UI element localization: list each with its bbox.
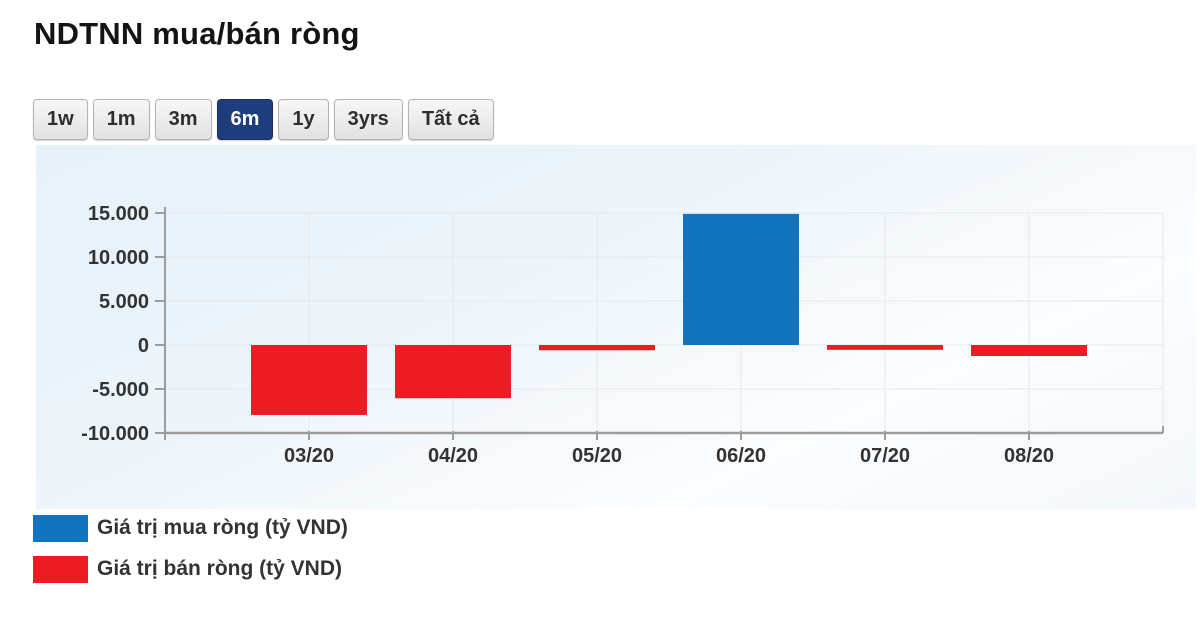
x-axis-label: 05/20 xyxy=(572,445,622,467)
legend-label: Giá trị bán ròng (tỷ VND) xyxy=(97,557,343,580)
x-axis-label: 04/20 xyxy=(428,445,478,467)
y-axis-label: 10.000 xyxy=(88,247,149,269)
x-axis-label: 03/20 xyxy=(284,445,334,467)
range-button-3m[interactable]: 3m xyxy=(154,99,212,140)
range-button-1w[interactable]: 1w xyxy=(33,99,88,140)
legend-item-mua-rong[interactable]: Giá trị mua ròng (tỷ VND) xyxy=(33,514,348,542)
y-axis-label: -5.000 xyxy=(92,379,149,401)
x-axis-label: 06/20 xyxy=(716,445,766,467)
bar-03-20[interactable] xyxy=(251,345,367,415)
bar-05-20[interactable] xyxy=(539,345,655,351)
page-title: NDTNN mua/bán ròng xyxy=(34,16,360,51)
range-button-6m[interactable]: 6m xyxy=(216,99,274,140)
legend-swatch-red xyxy=(33,555,88,583)
bar-08-20[interactable] xyxy=(971,345,1087,356)
y-axis-label: -10.000 xyxy=(81,423,149,445)
range-button-group: 1w 1m 3m 6m 1y 3yrs Tất cả xyxy=(33,99,494,140)
chart-legend: Giá trị mua ròng (tỷ VND) Giá trị bán ròn… xyxy=(33,514,348,596)
range-button-1y[interactable]: 1y xyxy=(278,99,329,140)
net-buy-sell-chart: 15.000 10.000 5.000 0 -5.000 -10.000 03/20 04/2… xyxy=(81,203,1164,467)
range-button-1m[interactable]: 1m xyxy=(92,99,150,140)
bar-04-20[interactable] xyxy=(395,345,511,399)
y-axis-label: 0 xyxy=(138,335,149,357)
legend-item-ban-rong[interactable]: Giá trị bán ròng (tỷ VND) xyxy=(33,555,348,583)
x-axis-label: 07/20 xyxy=(860,445,910,467)
range-button-tất-cả[interactable]: Tất cả xyxy=(407,99,494,140)
bar-06-20[interactable] xyxy=(683,213,799,345)
range-button-3yrs[interactable]: 3yrs xyxy=(333,99,403,140)
y-axis-label: 5.000 xyxy=(99,291,149,313)
legend-swatch-blue xyxy=(33,514,88,542)
y-axis-label: 15.000 xyxy=(88,203,149,225)
legend-label: Giá trị mua ròng (tỷ VND) xyxy=(97,516,348,539)
chart-panel: 15.000 10.000 5.000 0 -5.000 -10.000 03/20 04/2… xyxy=(36,145,1196,509)
bar-07-20[interactable] xyxy=(827,345,943,350)
x-axis-label: 08/20 xyxy=(1004,445,1054,467)
